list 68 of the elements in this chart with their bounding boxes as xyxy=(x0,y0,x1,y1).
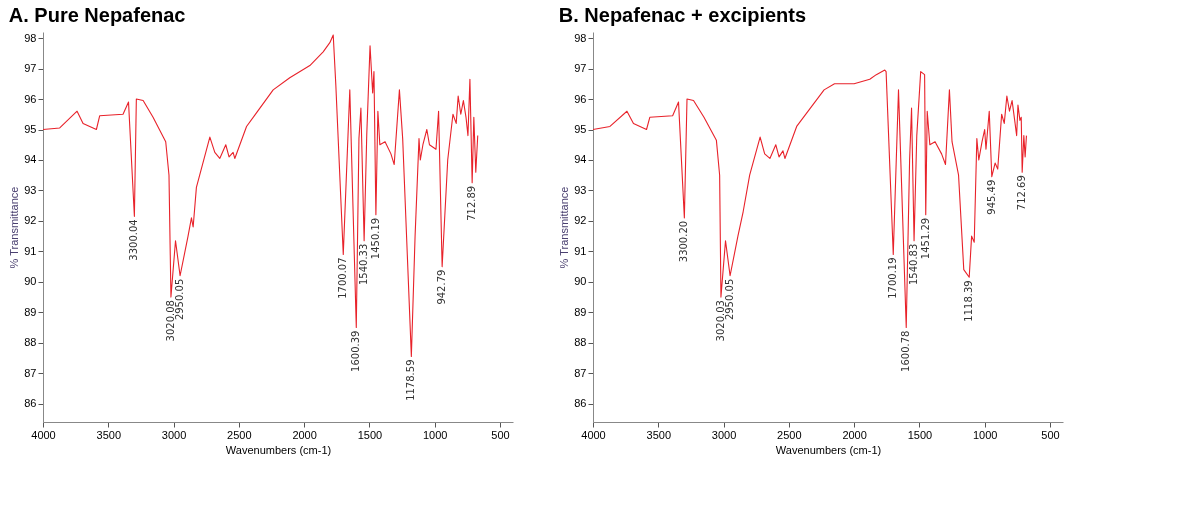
x-tick-label: 4000 xyxy=(581,428,606,441)
y-tick-label: 90 xyxy=(24,275,37,288)
y-tick-label: 89 xyxy=(24,305,37,318)
y-tick-label: 92 xyxy=(574,214,587,227)
x-tick-label: 500 xyxy=(1041,428,1060,441)
x-tick-label: 1500 xyxy=(357,428,383,441)
y-tick-label: 86 xyxy=(24,397,37,410)
y-tick-label: 98 xyxy=(574,31,587,44)
annotation: 1450.19 xyxy=(369,217,381,260)
y-tick-label: 95 xyxy=(574,123,587,135)
annotation: 3300.04 xyxy=(128,219,140,261)
y-axis-title: % Transmittance xyxy=(8,186,21,269)
x-tick-label: 3000 xyxy=(161,428,187,441)
annotation: 3020.03 xyxy=(714,300,726,342)
y-tick-label: 86 xyxy=(574,397,587,410)
annotation: 942.79 xyxy=(436,269,448,305)
chart-title: A. Pure Nepafenac xyxy=(8,4,186,26)
annotation: 3300.20 xyxy=(678,220,690,263)
y-tick-label: 88 xyxy=(574,336,587,349)
x-tick-label: 4000 xyxy=(31,428,56,441)
x-axis-title: Wavenumbers (cm-1) xyxy=(775,443,882,456)
y-tick-label: 97 xyxy=(24,62,37,75)
y-tick-label: 94 xyxy=(24,153,37,166)
annotation: 712.69 xyxy=(1016,175,1028,211)
annotation: 1600.39 xyxy=(350,330,362,372)
annotation: 2950.05 xyxy=(724,278,736,321)
annotation: 1700.19 xyxy=(887,257,899,299)
annotation: 712.89 xyxy=(466,185,478,221)
annotation: 1600.78 xyxy=(900,330,912,372)
annotation: 1451.29 xyxy=(919,217,931,260)
y-tick-label: 94 xyxy=(574,153,587,166)
y-tick-label: 91 xyxy=(574,244,587,257)
y-axis-title: % Transmittance xyxy=(558,186,571,269)
y-tick-label: 89 xyxy=(574,305,587,318)
y-tick-label: 93 xyxy=(24,183,37,196)
y-tick-label: 88 xyxy=(24,336,37,349)
annotation: 3020.08 xyxy=(164,300,176,342)
y-tick-label: 93 xyxy=(574,183,587,196)
x-tick-label: 2500 xyxy=(227,428,252,441)
y-tick-label: 96 xyxy=(24,92,37,105)
x-tick-label: 3000 xyxy=(711,428,737,441)
x-tick-label: 1500 xyxy=(907,428,933,441)
y-tick-label: 96 xyxy=(574,92,587,105)
y-tick-label: 87 xyxy=(24,366,37,379)
x-tick-label: 1000 xyxy=(972,428,998,441)
annotation: 1540.33 xyxy=(358,243,370,286)
y-tick-label: 98 xyxy=(24,31,37,44)
y-tick-label: 92 xyxy=(24,214,37,227)
y-tick-label: 97 xyxy=(574,62,587,75)
y-tick-label: 95 xyxy=(24,123,37,135)
x-tick-label: 1000 xyxy=(422,428,448,441)
annotation: 945.49 xyxy=(985,179,997,215)
x-tick-label: 2500 xyxy=(777,428,802,441)
annotation: 1118.39 xyxy=(963,280,975,322)
x-axis-title: Wavenumbers (cm-1) xyxy=(225,443,332,456)
y-tick-label: 87 xyxy=(574,366,587,379)
x-tick-label: 500 xyxy=(491,428,510,441)
annotation: 1700.07 xyxy=(337,257,349,299)
y-tick-label: 91 xyxy=(24,244,37,257)
x-tick-label: 3500 xyxy=(646,428,672,441)
chart-title: B. Nepafenac + excipients xyxy=(558,4,807,26)
annotation: 2950.05 xyxy=(174,278,186,321)
x-tick-label: 2000 xyxy=(842,428,867,441)
x-tick-label: 2000 xyxy=(292,428,317,441)
annotation: 1540.83 xyxy=(908,243,920,286)
x-tick-label: 3500 xyxy=(96,428,122,441)
y-tick-label: 90 xyxy=(574,275,587,288)
annotation: 1178.59 xyxy=(405,359,417,401)
